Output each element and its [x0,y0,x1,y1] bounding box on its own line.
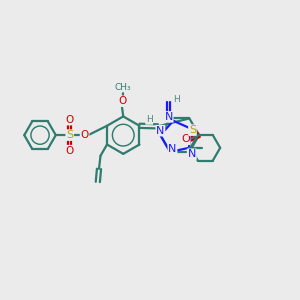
Text: O: O [80,130,89,140]
Text: N: N [156,126,165,136]
Text: O: O [66,146,74,156]
Text: O: O [119,96,127,106]
Text: CH₃: CH₃ [115,83,131,92]
Text: S: S [189,125,196,135]
Text: O: O [66,115,74,125]
Text: N: N [164,112,173,122]
Text: H: H [172,95,179,104]
Text: O: O [181,134,190,144]
Text: N: N [188,149,196,159]
Text: H: H [146,115,153,124]
Text: N: N [168,145,177,154]
Text: S: S [66,130,73,140]
